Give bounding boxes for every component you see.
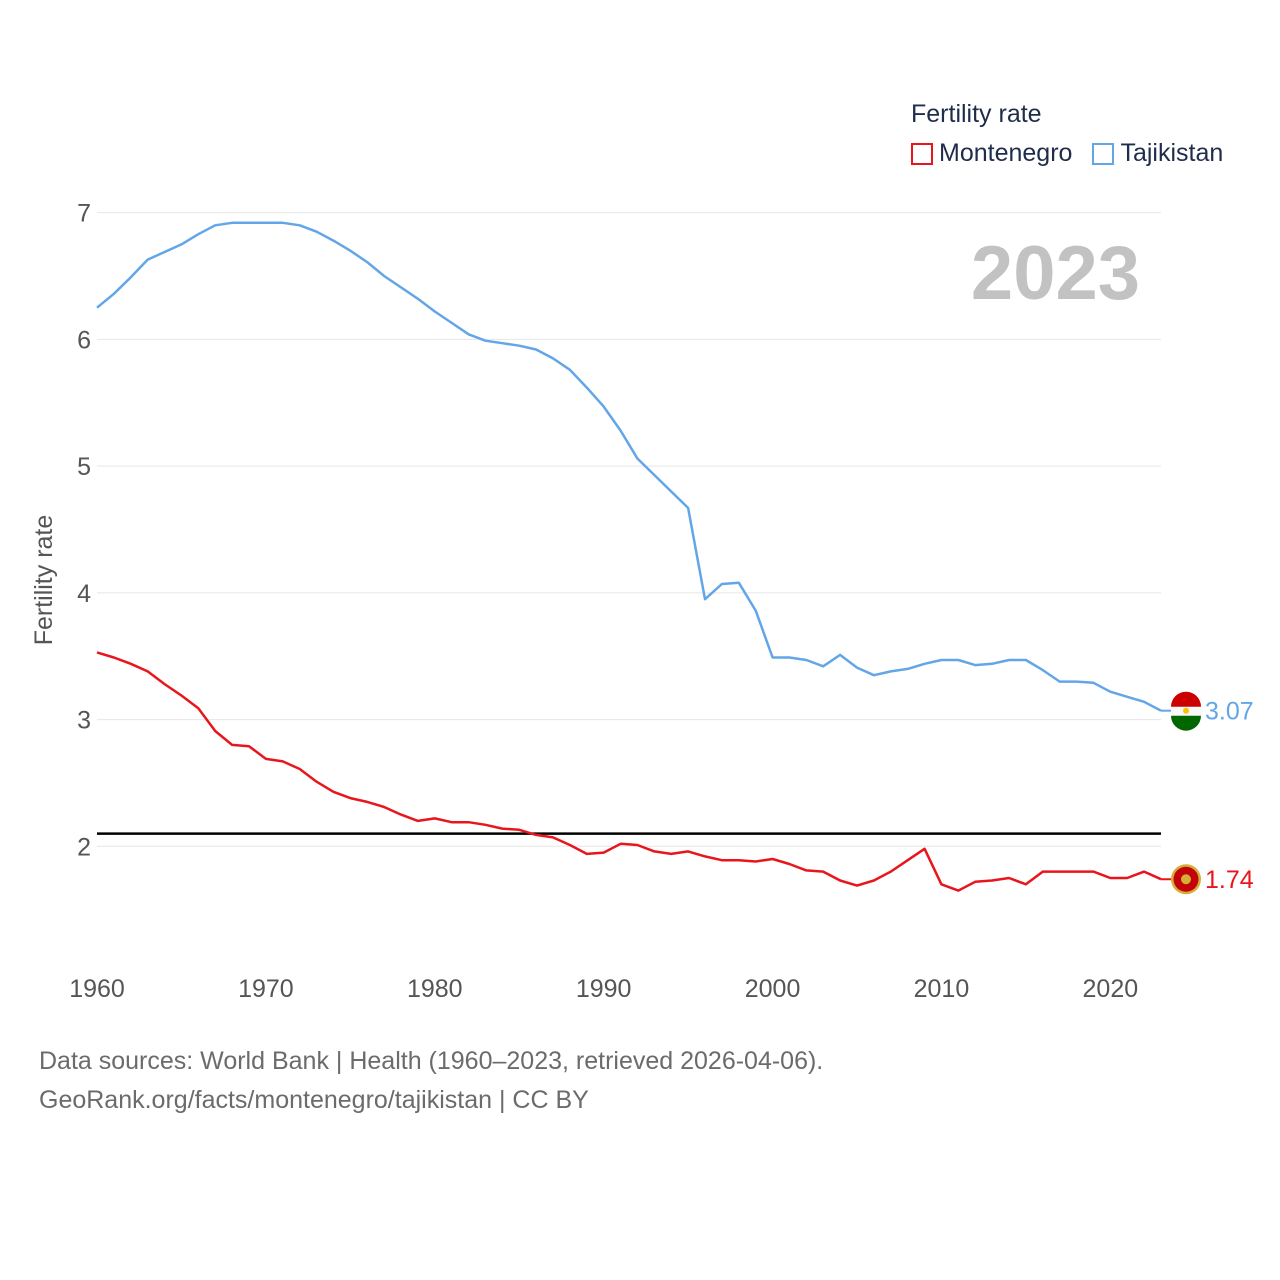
legend-item-tajikistan[interactable]: Tajikistan — [1092, 139, 1223, 168]
legend: Fertility rate Montenegro Tajikistan — [911, 100, 1243, 168]
legend-item-montenegro[interactable]: Montenegro — [911, 139, 1072, 168]
y-axis-label: Fertility rate — [30, 515, 58, 646]
x-tick-1990: 1990 — [576, 975, 632, 1003]
x-tick-2000: 2000 — [745, 975, 801, 1003]
legend-swatch-montenegro — [911, 142, 933, 165]
data-source: Data sources: World Bank | Health (1960–… — [39, 1042, 823, 1120]
y-tick-3: 3 — [77, 707, 91, 735]
flag-tajikistan-red — [1171, 691, 1201, 707]
x-tick-2010: 2010 — [914, 975, 970, 1003]
x-tick-1970: 1970 — [238, 975, 294, 1003]
series-line-montenegro — [96, 651, 1162, 892]
x-axis-ticks: 1960 1970 1980 1990 2000 2010 2020 — [69, 975, 1138, 1003]
gridlines — [97, 212, 1161, 847]
legend-title: Fertility rate — [911, 100, 1042, 128]
source-line-1: Data sources: World Bank | Health (1960–… — [39, 1047, 824, 1075]
end-labels: 1.74 3.07 — [1161, 691, 1254, 895]
legend-label-montenegro: Montenegro — [939, 139, 1073, 167]
legend-swatch-tajikistan — [1092, 142, 1115, 165]
end-label-tajikistan: 3.07 — [1205, 698, 1254, 726]
x-tick-1980: 1980 — [407, 975, 463, 1003]
year-watermark: 2023 — [971, 231, 1140, 316]
source-line-2[interactable]: GeoRank.org/facts/montenegro/tajikistan … — [39, 1086, 589, 1114]
series-line-tajikistan — [96, 221, 1162, 712]
flag-tajikistan-green — [1171, 715, 1201, 731]
flag-montenegro-emblem — [1181, 874, 1191, 885]
x-tick-1960: 1960 — [69, 975, 125, 1003]
flag-montenegro-icon — [1171, 864, 1201, 895]
y-tick-6: 6 — [77, 326, 91, 354]
flag-tajikistan-crown — [1183, 707, 1189, 714]
legend-label-tajikistan: Tajikistan — [1120, 139, 1224, 167]
flag-tajikistan-icon — [1171, 691, 1201, 731]
y-tick-2: 2 — [77, 833, 91, 861]
y-tick-7: 7 — [77, 200, 91, 228]
end-label-montenegro: 1.74 — [1205, 866, 1254, 894]
y-tick-4: 4 — [77, 580, 91, 608]
y-axis-ticks: 2 3 4 5 6 7 — [77, 200, 91, 862]
x-tick-2020: 2020 — [1083, 975, 1139, 1003]
data-series — [96, 221, 1162, 892]
y-tick-5: 5 — [77, 453, 91, 481]
